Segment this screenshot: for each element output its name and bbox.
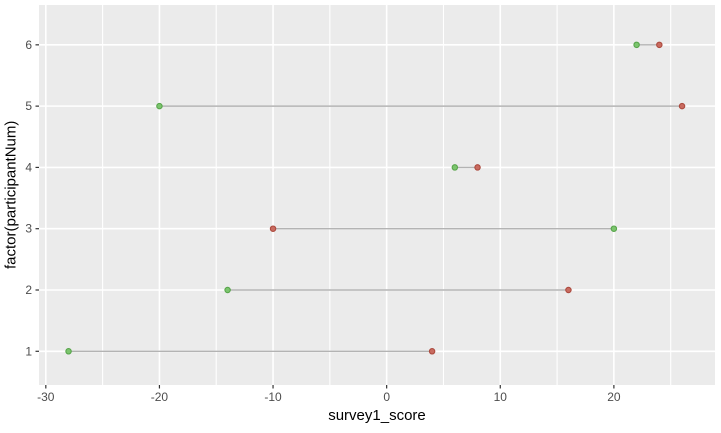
plot-panel xyxy=(39,5,715,385)
y-axis-title: factor(participantNum) xyxy=(2,120,20,270)
x-tick-label: 10 xyxy=(494,390,508,404)
y-tick-label: 1 xyxy=(25,344,32,358)
data-point-green xyxy=(224,286,231,294)
data-point-green xyxy=(633,41,640,49)
data-point-red xyxy=(678,102,686,110)
x-tick-label: 20 xyxy=(607,390,621,404)
y-tick-label: 3 xyxy=(25,222,32,236)
y-tick-label: 6 xyxy=(25,38,32,52)
x-tick-label: -10 xyxy=(264,390,282,404)
x-tick-label: -20 xyxy=(151,390,169,404)
data-point-red xyxy=(428,348,436,355)
data-point-red xyxy=(565,286,572,294)
data-point-green xyxy=(610,225,618,232)
data-point-red xyxy=(269,225,277,232)
data-point-red xyxy=(656,41,663,49)
x-tick-label: 0 xyxy=(383,390,390,404)
data-point-green xyxy=(65,348,72,355)
y-tick-label: 2 xyxy=(25,283,32,297)
y-tick-label: 4 xyxy=(25,160,32,174)
data-point-green xyxy=(156,102,163,110)
x-axis-title: survey1_score xyxy=(328,407,426,424)
data-point-red xyxy=(474,164,481,171)
y-tick-label: 5 xyxy=(25,99,32,113)
data-point-green xyxy=(451,164,459,171)
x-tick-label: -30 xyxy=(37,390,55,404)
